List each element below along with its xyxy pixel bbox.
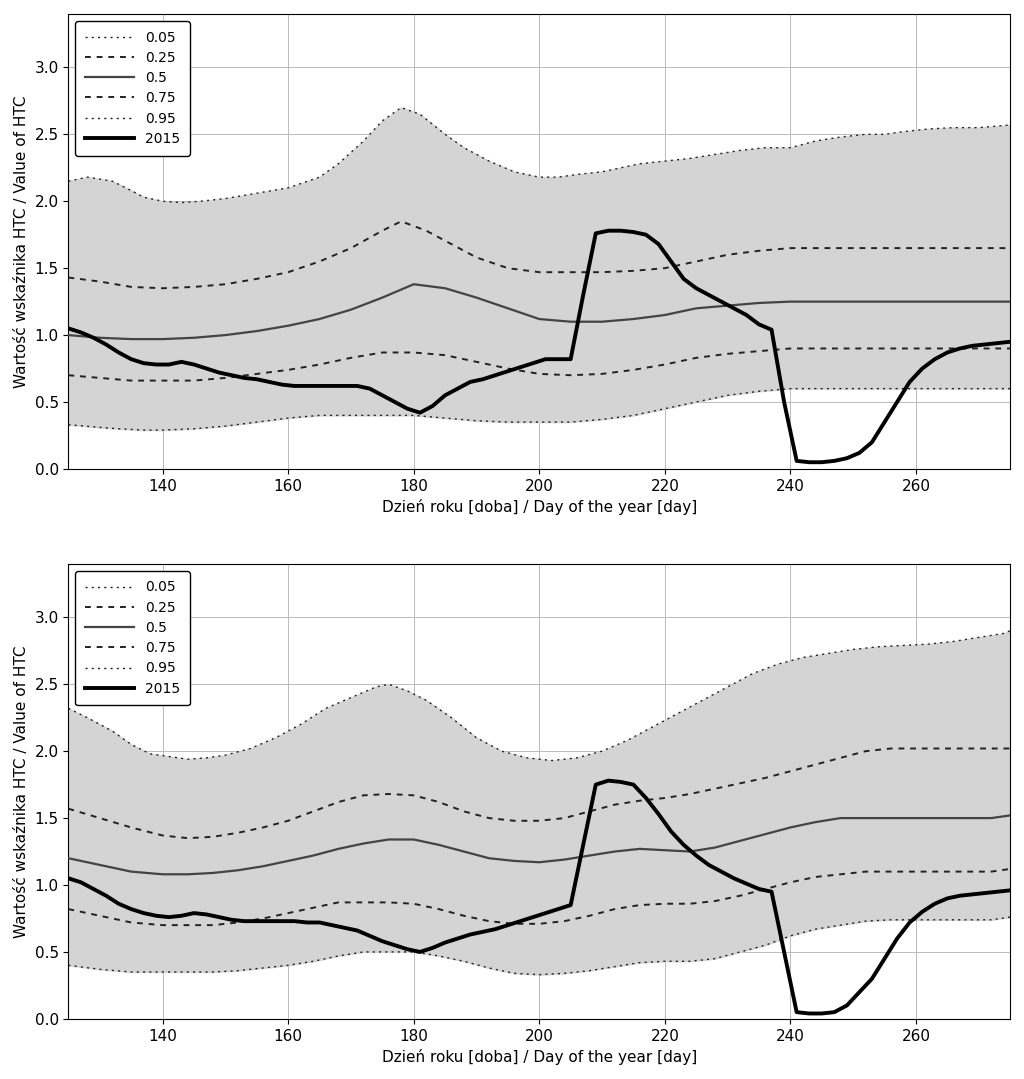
X-axis label: Dzień roku [doba] / Day of the year [day]: Dzień roku [doba] / Day of the year [day… <box>382 500 697 515</box>
Y-axis label: Wartość wskaźnika HTC / Value of HTC: Wartość wskaźnika HTC / Value of HTC <box>14 645 29 938</box>
Y-axis label: Wartość wskaźnika HTC / Value of HTC: Wartość wskaźnika HTC / Value of HTC <box>14 95 29 387</box>
Legend: 0.05, 0.25, 0.5, 0.75, 0.95, 2015: 0.05, 0.25, 0.5, 0.75, 0.95, 2015 <box>76 21 189 155</box>
Legend: 0.05, 0.25, 0.5, 0.75, 0.95, 2015: 0.05, 0.25, 0.5, 0.75, 0.95, 2015 <box>76 571 189 706</box>
X-axis label: Dzień roku [doba] / Day of the year [day]: Dzień roku [doba] / Day of the year [day… <box>382 1049 697 1065</box>
